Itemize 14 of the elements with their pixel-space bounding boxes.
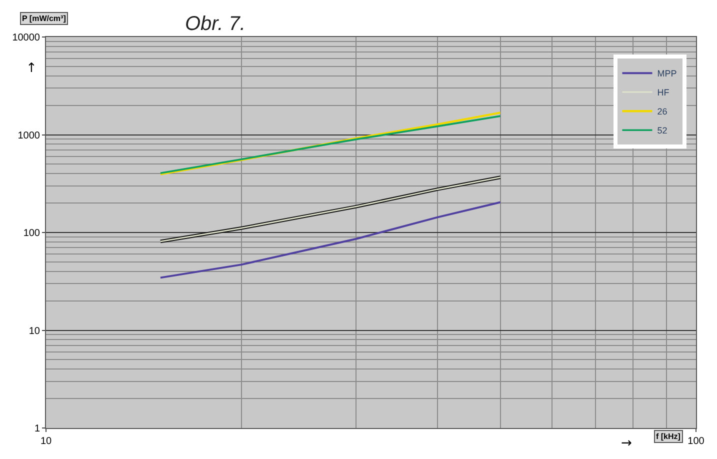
x-axis-title: f [kHz] [656, 432, 681, 441]
y-tick-label: 1 [34, 424, 40, 434]
legend-label: 26 [657, 106, 668, 117]
legend-label: HF [657, 88, 670, 98]
text: → [621, 436, 632, 451]
chart-title: Obr. 7. [185, 13, 246, 35]
text: ↑ [26, 61, 37, 76]
y-tick-label: 1000 [18, 130, 40, 142]
y-axis-title: P [mW/cm³] [22, 14, 66, 23]
y-tick-label: 10 [28, 326, 40, 337]
legend-label: 52 [657, 126, 668, 136]
legend-label: MPP [657, 68, 677, 79]
y-tick-label: 10000 [12, 32, 40, 44]
y-tick-label: 100 [23, 228, 40, 239]
